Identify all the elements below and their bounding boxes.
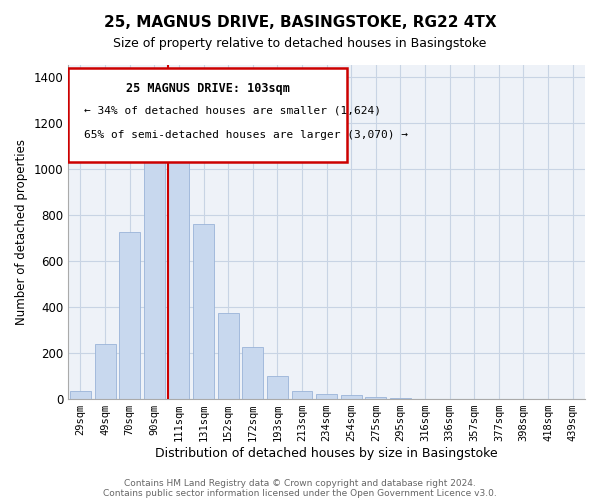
Bar xyxy=(119,232,140,399)
Bar xyxy=(95,344,116,399)
Bar xyxy=(169,141,190,399)
Bar xyxy=(267,376,288,399)
Bar xyxy=(292,391,313,399)
Bar xyxy=(365,397,386,399)
Text: 25, MAGNUS DRIVE, BASINGSTOKE, RG22 4TX: 25, MAGNUS DRIVE, BASINGSTOKE, RG22 4TX xyxy=(104,15,496,30)
Bar xyxy=(341,395,362,399)
Bar xyxy=(316,394,337,399)
Bar xyxy=(193,224,214,399)
Text: Contains public sector information licensed under the Open Government Licence v3: Contains public sector information licen… xyxy=(103,488,497,498)
Bar xyxy=(70,391,91,399)
Bar xyxy=(242,347,263,399)
Text: Size of property relative to detached houses in Basingstoke: Size of property relative to detached ho… xyxy=(113,38,487,51)
Text: Contains HM Land Registry data © Crown copyright and database right 2024.: Contains HM Land Registry data © Crown c… xyxy=(124,478,476,488)
FancyBboxPatch shape xyxy=(68,68,347,162)
Bar xyxy=(218,312,239,399)
Bar xyxy=(390,398,411,399)
Y-axis label: Number of detached properties: Number of detached properties xyxy=(15,139,28,325)
Bar xyxy=(144,144,165,399)
Text: 65% of semi-detached houses are larger (3,070) →: 65% of semi-detached houses are larger (… xyxy=(83,130,407,140)
Text: 25 MAGNUS DRIVE: 103sqm: 25 MAGNUS DRIVE: 103sqm xyxy=(126,82,290,94)
X-axis label: Distribution of detached houses by size in Basingstoke: Distribution of detached houses by size … xyxy=(155,447,498,460)
Text: ← 34% of detached houses are smaller (1,624): ← 34% of detached houses are smaller (1,… xyxy=(83,105,380,115)
